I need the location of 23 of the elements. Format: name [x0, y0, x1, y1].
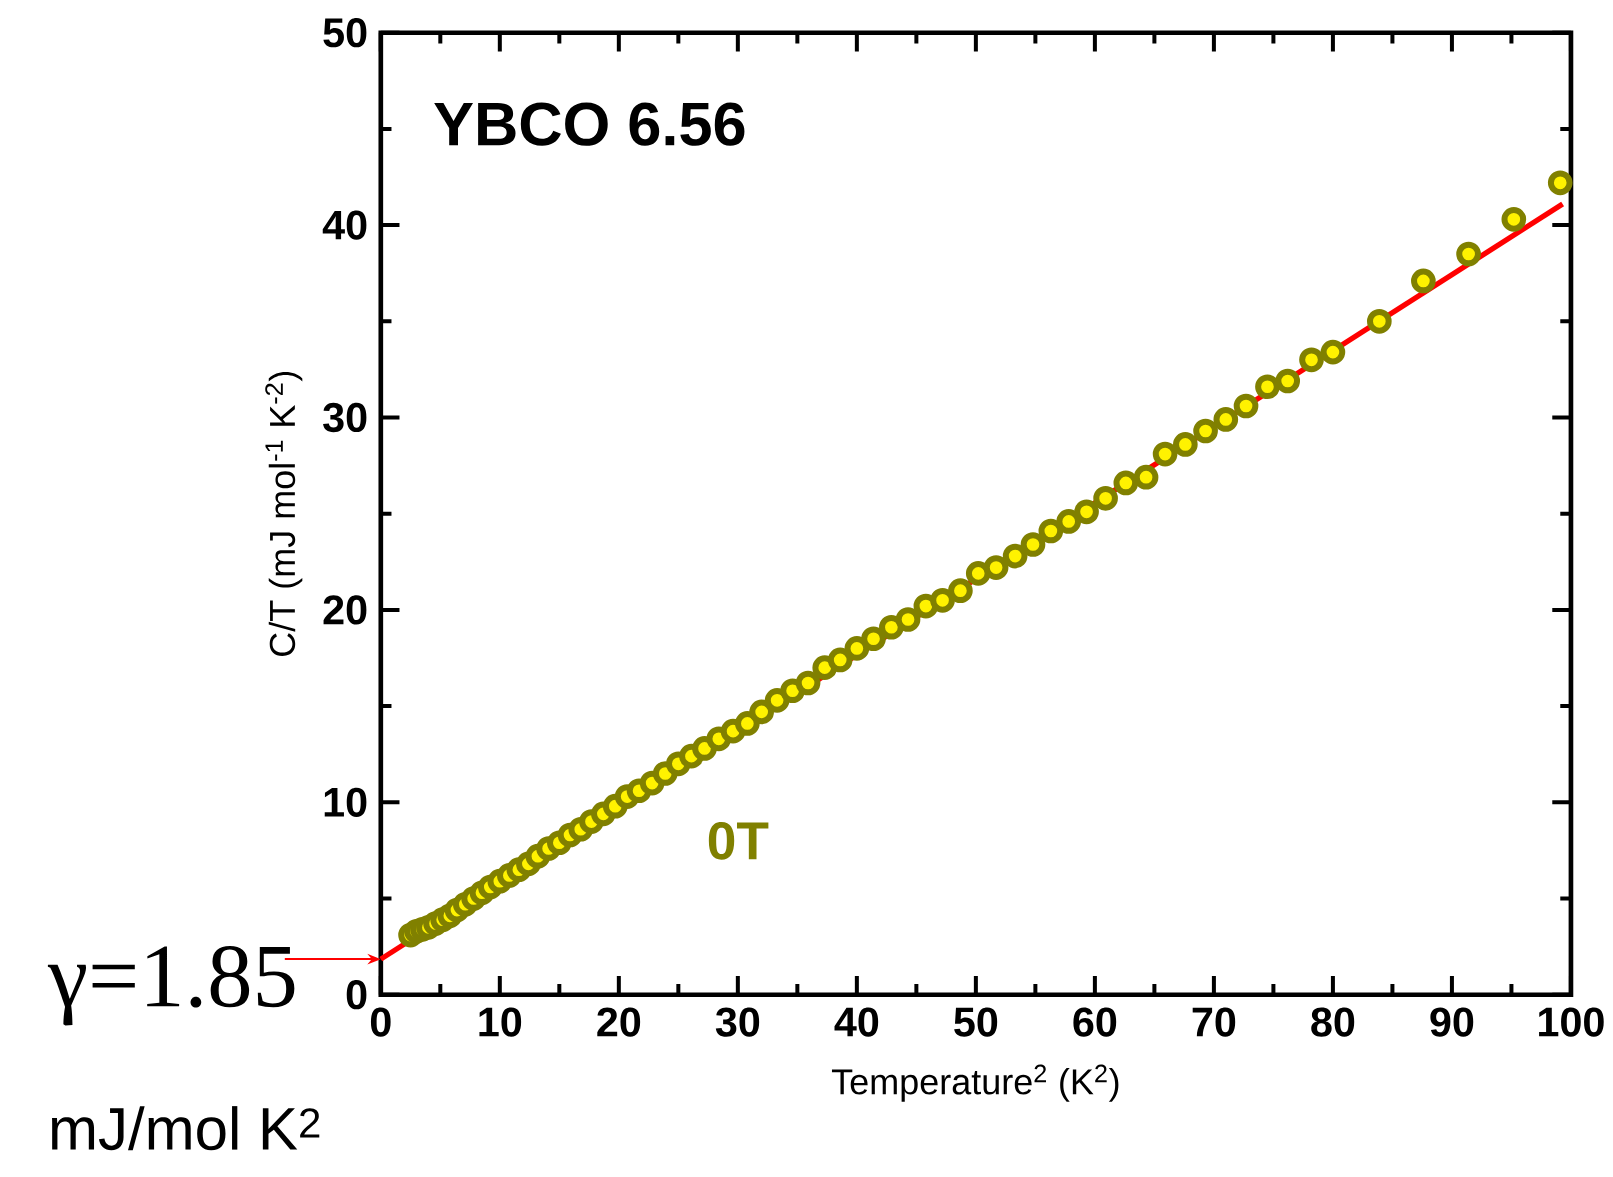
x-tick-label: 70 — [1192, 1007, 1236, 1037]
text: YBCO 6.56 — [434, 102, 745, 146]
x-tick-label: 50 — [954, 1007, 998, 1037]
y-tick-label: 10 — [324, 787, 367, 817]
x-tick-label: 80 — [1311, 1007, 1355, 1037]
x-tick-label: 10 — [479, 1007, 522, 1037]
x-tick-label: 100 — [1539, 1007, 1604, 1037]
x-tick-label: 30 — [715, 1007, 760, 1037]
text: mJ/mol K$^{2}$ — [52, 1106, 320, 1151]
annotation: γ=1.85 — [47, 945, 295, 1026]
y-tick-label: 30 — [323, 402, 367, 433]
y-tick-label: 40 — [322, 210, 367, 240]
x-tick-label: 60 — [1073, 1007, 1117, 1037]
y-tick-label: 50 — [323, 18, 367, 48]
x-tick-label: 90 — [1430, 1007, 1474, 1037]
series-label: 0T — [708, 821, 769, 860]
x-tick-label: 0 — [370, 1007, 391, 1037]
y-tick-label: 20 — [323, 595, 367, 625]
x-tick-label: 20 — [597, 1007, 641, 1037]
x-axis-title: Temperature$^{2}$ (K$^{2}$) — [831, 1064, 1119, 1102]
x-tick-label: 40 — [834, 1007, 879, 1037]
y-axis-title: C/T (mJ mol$^{-1}$ K$^{-2}$) — [265, 371, 303, 656]
y-tick-label: 0 — [346, 980, 367, 1010]
